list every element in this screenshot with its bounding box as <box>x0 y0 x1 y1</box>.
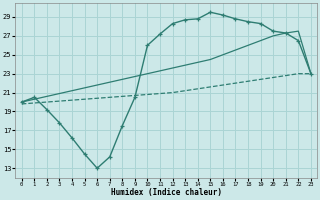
X-axis label: Humidex (Indice chaleur): Humidex (Indice chaleur) <box>111 188 222 197</box>
